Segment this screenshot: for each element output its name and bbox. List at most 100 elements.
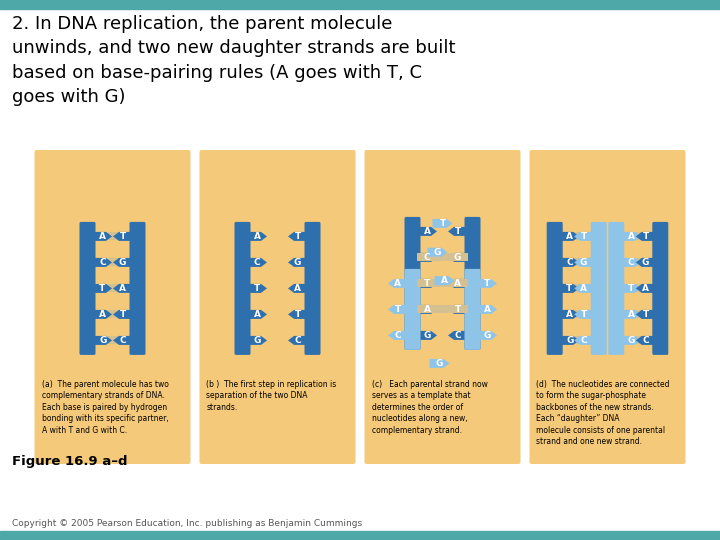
Text: T: T: [642, 232, 649, 241]
Text: A: A: [566, 232, 573, 241]
FancyArrow shape: [561, 310, 579, 319]
FancyBboxPatch shape: [529, 150, 685, 464]
FancyArrow shape: [249, 232, 267, 241]
Text: G: G: [566, 336, 574, 345]
FancyArrow shape: [388, 331, 406, 340]
FancyArrow shape: [623, 310, 641, 319]
Text: T: T: [120, 310, 126, 319]
FancyArrow shape: [434, 276, 454, 285]
Bar: [417, 306, 468, 313]
Text: C: C: [454, 331, 461, 340]
Text: C: C: [424, 253, 431, 262]
FancyArrow shape: [419, 305, 437, 314]
FancyBboxPatch shape: [79, 222, 96, 355]
FancyArrow shape: [433, 219, 452, 228]
Bar: [559, 310, 594, 319]
FancyArrow shape: [419, 279, 437, 288]
Bar: [417, 253, 468, 261]
FancyArrow shape: [479, 279, 497, 288]
FancyArrow shape: [448, 331, 466, 340]
Text: T: T: [581, 310, 588, 319]
FancyBboxPatch shape: [305, 222, 320, 355]
Text: A: A: [119, 284, 126, 293]
Bar: [559, 285, 594, 292]
Bar: [559, 259, 594, 266]
Text: (d)  The nucleotides are connected
to form the sugar-phosphate
backbones of the : (d) The nucleotides are connected to for…: [536, 380, 670, 446]
Text: T: T: [439, 219, 446, 228]
Text: T: T: [294, 310, 301, 319]
FancyArrow shape: [448, 305, 466, 314]
Text: A: A: [99, 310, 106, 319]
FancyArrow shape: [288, 284, 306, 293]
FancyArrow shape: [575, 310, 593, 319]
FancyArrow shape: [561, 284, 579, 293]
Text: G: G: [642, 258, 649, 267]
Bar: [559, 336, 594, 345]
FancyArrow shape: [288, 232, 306, 241]
FancyArrow shape: [479, 305, 497, 314]
Text: C: C: [99, 258, 106, 267]
FancyArrow shape: [623, 284, 641, 293]
FancyArrow shape: [575, 284, 593, 293]
Text: T: T: [455, 305, 461, 314]
Text: Figure 16.9 a–d: Figure 16.9 a–d: [12, 455, 127, 468]
FancyBboxPatch shape: [235, 222, 251, 355]
FancyArrow shape: [249, 310, 267, 319]
FancyBboxPatch shape: [35, 150, 191, 464]
Text: Copyright © 2005 Pearson Education, Inc. publishing as Benjamin Cummings: Copyright © 2005 Pearson Education, Inc.…: [12, 519, 362, 528]
FancyArrow shape: [113, 284, 131, 293]
Text: G: G: [254, 336, 261, 345]
FancyArrow shape: [94, 258, 112, 267]
Bar: [0, 531, 720, 540]
FancyArrow shape: [575, 258, 593, 267]
FancyArrow shape: [448, 279, 466, 288]
FancyArrow shape: [636, 232, 654, 241]
FancyBboxPatch shape: [546, 222, 563, 355]
Text: C: C: [642, 336, 649, 345]
Text: A: A: [424, 305, 431, 314]
FancyBboxPatch shape: [364, 150, 521, 464]
Text: (c)   Each parental strand now
serves as a template that
determines the order of: (c) Each parental strand now serves as a…: [372, 380, 487, 435]
FancyArrow shape: [249, 336, 267, 345]
FancyArrow shape: [419, 331, 437, 340]
FancyBboxPatch shape: [130, 222, 145, 355]
Text: G: G: [434, 248, 441, 256]
Text: A: A: [254, 310, 261, 319]
Text: A: A: [294, 284, 301, 293]
FancyArrow shape: [94, 232, 112, 241]
Text: C: C: [120, 336, 126, 345]
Text: T: T: [294, 232, 301, 241]
Text: A: A: [484, 305, 491, 314]
FancyArrow shape: [561, 232, 579, 241]
Text: T: T: [395, 305, 401, 314]
Text: G: G: [119, 258, 126, 267]
Text: (a)  The parent molecule has two
complementary strands of DNA.
Each base is pair: (a) The parent molecule has two compleme…: [42, 380, 168, 435]
FancyBboxPatch shape: [405, 269, 420, 350]
Text: G: G: [628, 336, 635, 345]
FancyArrow shape: [113, 336, 131, 345]
FancyArrow shape: [623, 336, 641, 345]
FancyArrow shape: [448, 227, 466, 236]
FancyArrow shape: [479, 331, 497, 340]
Text: C: C: [580, 336, 588, 345]
Text: G: G: [424, 331, 431, 340]
Text: C: C: [395, 331, 401, 340]
Text: A: A: [580, 284, 588, 293]
FancyBboxPatch shape: [652, 222, 668, 355]
Text: T: T: [254, 284, 260, 293]
FancyArrow shape: [388, 305, 406, 314]
FancyArrow shape: [288, 336, 306, 345]
FancyArrow shape: [419, 253, 437, 262]
Text: G: G: [99, 336, 107, 345]
FancyArrow shape: [113, 310, 131, 319]
Text: A: A: [566, 310, 573, 319]
FancyArrow shape: [636, 336, 654, 345]
FancyArrow shape: [388, 279, 406, 288]
Text: (b )  The first step in replication is
separation of the two DNA
strands.: (b ) The first step in replication is se…: [207, 380, 337, 412]
FancyArrow shape: [113, 258, 131, 267]
Text: T: T: [99, 284, 105, 293]
FancyArrow shape: [636, 310, 654, 319]
FancyBboxPatch shape: [464, 217, 480, 350]
FancyArrow shape: [94, 284, 112, 293]
Text: G: G: [580, 258, 588, 267]
